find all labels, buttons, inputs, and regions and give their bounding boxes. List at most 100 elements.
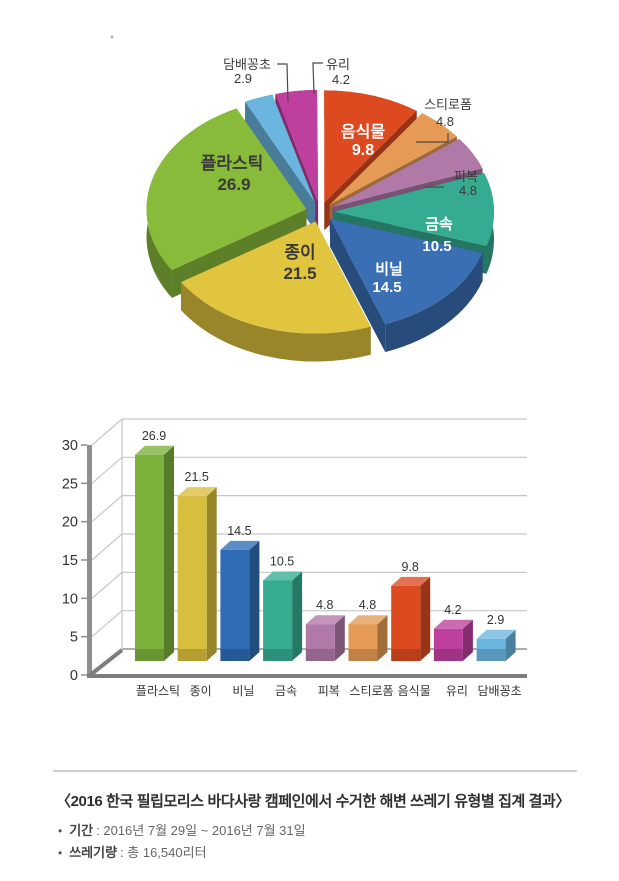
pie-label-name: 스티로폼 — [424, 97, 472, 112]
pie-label-value: 26.9 — [217, 175, 250, 194]
bar-1 — [177, 487, 217, 661]
y-tick-label: 20 — [62, 515, 78, 531]
pie-label-name: 비닐 — [375, 261, 403, 278]
y-tick-label: 15 — [62, 553, 78, 569]
y-tick-label: 5 — [70, 630, 78, 646]
bullet-text: : 총 16,540리터 — [120, 845, 207, 860]
bar-front — [263, 580, 293, 661]
pie-label-value: 4.8 — [459, 183, 477, 198]
y-axis-pole — [87, 444, 92, 676]
pie-label-name: 플라스틱 — [201, 154, 264, 173]
bar-8 — [476, 629, 516, 661]
bar-foot-shade — [433, 649, 463, 661]
bullet-dot-icon: • — [58, 824, 63, 838]
footer-title: 〈2016 한국 필립모리스 바다사랑 캠페인에서 수거한 해변 쓰레기 유형별… — [56, 793, 571, 810]
pie-label-name: 담배꽁초 — [223, 57, 271, 72]
bar-front — [220, 549, 250, 661]
bar-category-label: 담배꽁초 — [478, 684, 522, 698]
bar-side — [462, 619, 473, 661]
pie-label-name: 금속 — [425, 216, 453, 233]
bar-2 — [220, 540, 260, 661]
bar-foot-shade — [135, 649, 164, 661]
bar-side — [292, 571, 303, 661]
y-tick-label: 0 — [70, 668, 78, 684]
pie-chart: 음식물9.8스티로폼4.8피복4.8금속10.5비닐14.5종이21.5플라스틱… — [110, 35, 494, 362]
bar-value-label: 26.9 — [142, 429, 166, 443]
pie-slice-top — [333, 173, 494, 246]
bar-top — [433, 619, 473, 629]
bar-value-label: 2.9 — [487, 613, 504, 627]
bar-foot-shade — [263, 649, 293, 661]
y-tick-label: 30 — [62, 438, 78, 454]
pie-slice-top — [324, 90, 417, 203]
bar-side — [249, 540, 260, 661]
grid-connector — [91, 418, 123, 446]
bar-front — [433, 628, 463, 661]
bar-side — [334, 615, 345, 661]
bar-side — [505, 629, 516, 661]
bar-front — [177, 496, 207, 661]
bar-top — [476, 629, 516, 639]
base-diagonal — [87, 648, 124, 678]
pie-label-value: 9.8 — [352, 142, 374, 159]
bar-4 — [305, 615, 345, 661]
bullet-text: : 2016년 7월 29일 ~ 2016년 7월 31일 — [96, 823, 306, 838]
pie-label-value: 14.5 — [372, 279, 401, 296]
bar-front — [476, 638, 506, 661]
bar-side — [420, 576, 431, 661]
bar-foot-shade — [391, 649, 421, 661]
bar-category-label: 스티로폼 — [349, 684, 393, 698]
bar-category-label: 음식물 — [398, 684, 431, 698]
grid-connector — [91, 533, 123, 561]
bar-side — [164, 445, 174, 661]
pie-slice-top — [180, 221, 371, 334]
pie-label-name: 음식물 — [341, 123, 385, 141]
bar-6 — [391, 576, 431, 661]
bar-foot-shade — [476, 649, 506, 661]
bar-foot-shade — [348, 649, 378, 661]
pie-label-name: 유리 — [326, 57, 350, 72]
bar-category-label: 종이 — [190, 684, 212, 698]
pie-label-name: 피복 — [454, 169, 478, 184]
pie-label-name: 종이 — [284, 243, 315, 262]
pie-label-value: 10.5 — [422, 238, 451, 255]
bar-value-label: 4.8 — [316, 598, 333, 612]
bar-top — [220, 540, 260, 550]
bar-top — [305, 615, 345, 625]
stray-dot — [110, 35, 114, 39]
pie-label-value: 4.8 — [436, 114, 454, 129]
pie-slice-rim — [385, 252, 483, 353]
bar-foot-shade — [220, 649, 250, 661]
bar-category-label: 피복 — [318, 684, 340, 698]
bar-front — [135, 454, 164, 661]
bullet-label: 기간 — [69, 823, 94, 838]
pie-slice-top — [330, 218, 483, 325]
bar-value-label: 14.5 — [227, 524, 251, 538]
bar-side — [206, 487, 217, 661]
grid-connector — [91, 571, 123, 599]
bar-value-label: 10.5 — [270, 554, 294, 568]
pie-leader-line — [416, 133, 449, 143]
y-tick-label: 10 — [62, 591, 78, 607]
pie-slice-top — [146, 108, 307, 270]
pie-label-value: 4.2 — [332, 72, 350, 87]
bar-value-label: 9.8 — [402, 560, 419, 574]
bar-front — [348, 624, 378, 661]
bar-chart: 0 5 10 15 20 25 30 26.9 플라스틱 21.5 종이 14.5 비닐 10.5 금속 4.… — [62, 418, 527, 698]
bar-top — [177, 487, 217, 497]
bar-front — [391, 585, 421, 661]
bar-3 — [263, 571, 303, 661]
bar-5 — [348, 615, 388, 661]
bullet-label: 쓰레기량 — [69, 845, 118, 860]
pie-label-value: 2.9 — [234, 71, 252, 86]
bar-foot-shade — [305, 649, 335, 661]
bar-foot-shade — [177, 649, 207, 661]
bar-front — [305, 624, 335, 661]
pie-leader-line — [312, 62, 323, 95]
bar-side — [377, 615, 388, 661]
pie-slice-5 — [180, 221, 371, 362]
bar-top — [263, 571, 303, 581]
bar-7 — [433, 619, 473, 661]
grid-connector — [91, 456, 123, 484]
